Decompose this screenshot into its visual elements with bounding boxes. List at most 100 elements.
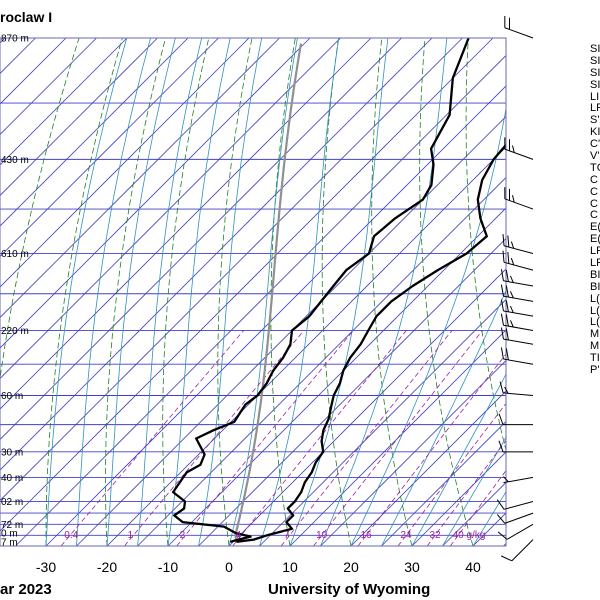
wind-barb-shaft — [504, 512, 534, 524]
stability-index-label: E( — [590, 233, 600, 246]
height-label: 40 m — [1, 473, 23, 484]
wind-barb — [496, 499, 534, 510]
moist-adiabat — [442, 436, 506, 546]
mixing-ratio-line — [397, 402, 506, 546]
stability-index-label: SI — [590, 66, 600, 79]
isotherm-line — [137, 176, 506, 546]
dry-adiabat — [217, 38, 253, 546]
isotherm-line — [0, 38, 494, 532]
wind-barb-feather — [512, 145, 515, 153]
stability-index-label: LI — [590, 90, 600, 103]
mixing-ratio-line — [313, 330, 483, 546]
wind-barb — [500, 313, 534, 331]
moist-adiabat — [137, 38, 203, 546]
wind-barb-feather — [496, 514, 506, 524]
height-label: 30 m — [1, 447, 23, 458]
moist-adiabat — [198, 38, 263, 546]
wind-barb-feather — [505, 300, 509, 312]
wind-barb-shaft — [503, 392, 534, 397]
mixing-ratio-line — [232, 330, 407, 546]
isotherm-line — [0, 38, 158, 197]
wind-barb-feather — [507, 251, 510, 264]
isotherm-line — [0, 38, 311, 349]
wind-barb-feather — [499, 381, 504, 394]
mixing-ratio-line — [449, 470, 506, 546]
mixing-ratio-line — [60, 330, 245, 546]
x-tick-label: -30 — [36, 559, 56, 575]
wind-barb-feather — [497, 531, 508, 540]
height-label: 72 m — [1, 520, 23, 531]
profile-layer — [171, 38, 506, 543]
isotherm-line — [45, 85, 506, 546]
stability-index-label: LF — [590, 245, 600, 258]
stability-index-label: C — [590, 209, 598, 222]
plot-frame — [0, 37, 507, 547]
mixing-ratio-label: 4 — [236, 530, 242, 541]
moist-adiabat — [411, 373, 506, 546]
x-tick-label: 0 — [225, 559, 233, 575]
height-label: 610 m — [1, 249, 29, 260]
stability-index-label: M — [590, 328, 600, 341]
isotherm-line — [320, 359, 506, 546]
stability-index-label: C — [590, 197, 598, 210]
x-tick-label: 40 — [465, 559, 481, 575]
stability-index-label: S' — [590, 114, 600, 127]
dry-adiabat — [371, 38, 413, 546]
wind-barb — [500, 284, 534, 302]
isotherm-line — [381, 420, 506, 546]
isotherm-line — [0, 38, 280, 319]
wind-barb-shaft — [511, 539, 534, 562]
wind-barb — [496, 512, 534, 524]
stability-index-label: C — [590, 173, 598, 186]
wind-barb — [502, 234, 534, 255]
parcel-curve — [234, 43, 303, 542]
dry-adiabat — [45, 38, 123, 546]
temperature-profile — [236, 143, 506, 543]
height-label: 220 m — [1, 326, 29, 337]
wind-barb-feather — [500, 327, 504, 340]
wind-barb-feather — [505, 348, 509, 360]
moist-adiabat — [289, 38, 389, 546]
stability-index-label: P' — [590, 364, 600, 377]
wind-barb-feather — [500, 299, 504, 312]
wind-barb-feather — [500, 347, 504, 360]
wind-barb-shaft — [503, 324, 534, 331]
wind-barb — [503, 476, 534, 484]
isotherm-line — [0, 38, 128, 166]
isotherm-line — [259, 298, 506, 546]
isotherm-line — [0, 38, 250, 288]
isotherm-line — [350, 390, 506, 546]
wind-barb-feather — [509, 291, 514, 299]
wind-barb — [500, 539, 534, 562]
mixing-ratio-line — [357, 353, 506, 546]
moist-adiabat — [472, 491, 506, 546]
wind-barb-feather — [510, 241, 515, 249]
isotherm-line — [0, 38, 463, 502]
wind-barb-shaft — [503, 501, 534, 510]
footer-date: ar 2023 — [0, 581, 52, 598]
wind-barb-shaft — [506, 523, 534, 540]
wind-barb — [499, 381, 534, 397]
mixing-ratio-label: 16 — [361, 530, 373, 541]
isotherm-line — [0, 38, 219, 258]
moist-adiabat — [228, 38, 298, 546]
wind-barb-feather — [500, 555, 512, 562]
wind-barb-feather — [507, 235, 510, 248]
stability-index-label: LF — [590, 102, 600, 115]
mixing-ratio-label: 1 — [128, 530, 134, 541]
moist-adiabat — [350, 106, 506, 546]
isotherm-line — [167, 207, 506, 546]
wind-barb — [500, 299, 534, 317]
moist-adiabat — [76, 38, 151, 546]
wind-barb-feather — [505, 328, 509, 341]
wind-barb-feather — [500, 313, 504, 326]
moist-adiabat — [381, 289, 506, 546]
dry-adiabat — [105, 38, 166, 546]
wind-barb — [502, 250, 534, 271]
stability-index-label: L( — [590, 304, 600, 317]
dry-adiabat — [270, 38, 296, 546]
wind-barb-feather — [505, 285, 509, 298]
wind-barb-feather — [500, 269, 504, 281]
wind-barb-shaft — [503, 310, 534, 317]
x-tick-label: 30 — [404, 559, 420, 575]
